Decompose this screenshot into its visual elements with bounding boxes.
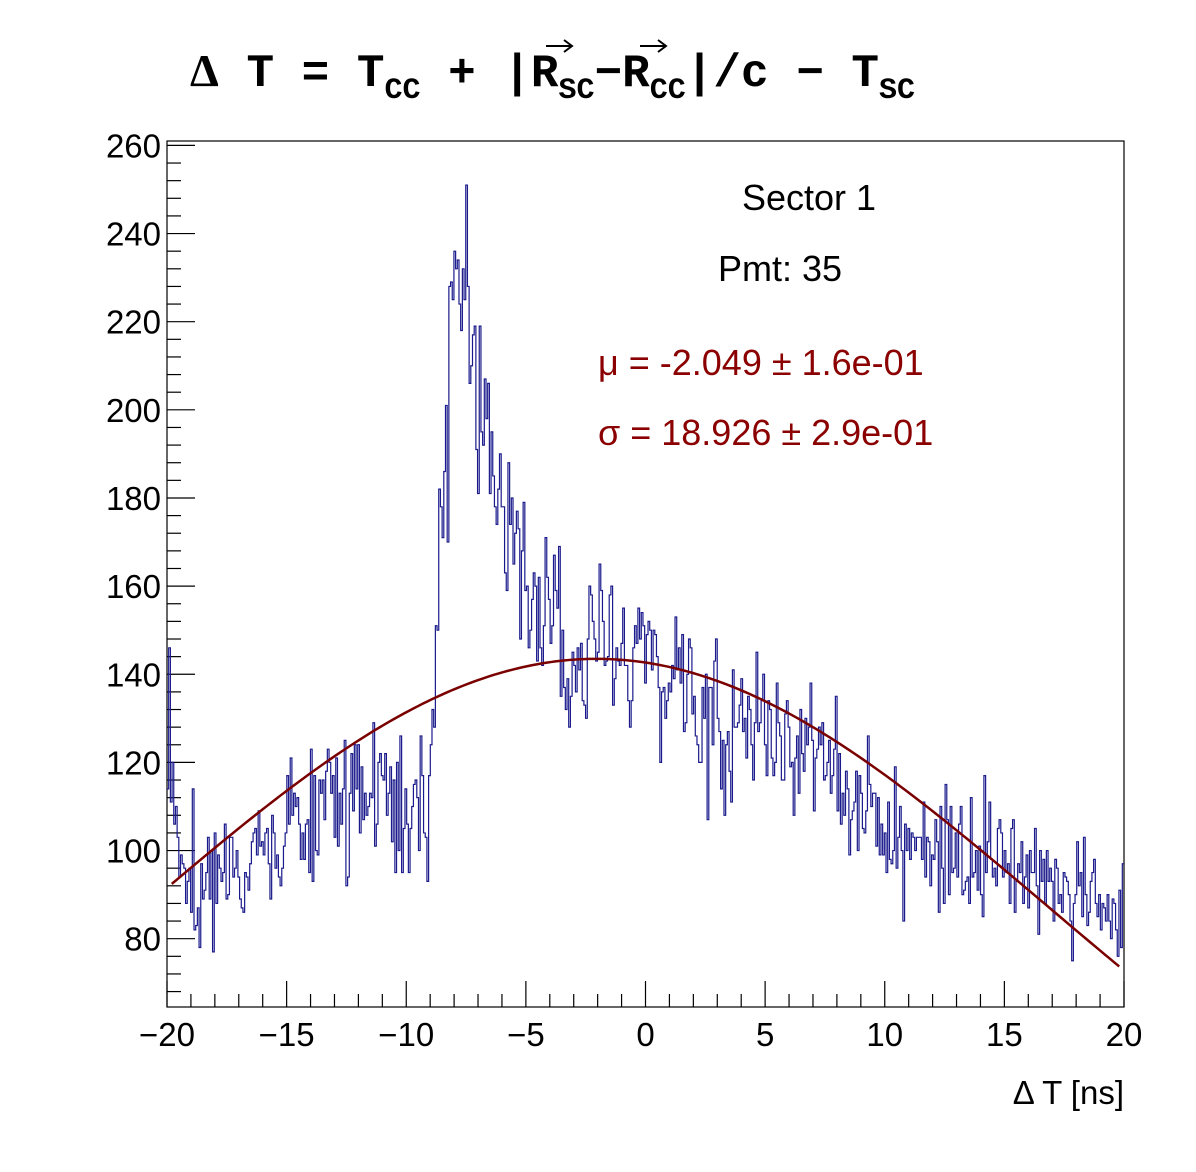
histogram-series — [167, 184, 1124, 962]
x-tick-label: 10 — [866, 1016, 903, 1053]
title-sub-sc-2: SC — [879, 74, 915, 108]
title-rest: |/c − T — [686, 48, 879, 100]
x-axis-title: Δ T [ns] — [1013, 1074, 1124, 1111]
title-t-eq-t: T = T — [219, 48, 385, 100]
y-tick-label: 100 — [106, 833, 161, 870]
x-axis-ticks — [166, 981, 1125, 1007]
title-plus: + | — [421, 48, 531, 100]
y-tick-label: 80 — [124, 921, 161, 958]
x-tick-label: 15 — [986, 1016, 1023, 1053]
sector-label: Sector 1 — [742, 177, 876, 218]
y-tick-label: 120 — [106, 744, 161, 781]
pmt-label: Pmt: 35 — [718, 248, 842, 289]
fit-mu-label: μ = -2.049 ± 1.6e-01 — [598, 342, 924, 383]
title-r-cc: R — [622, 48, 650, 100]
title-r-sc: R — [531, 48, 559, 100]
chart-title: Δ T = TCC + |RSC−RCC|/c − TSC — [190, 45, 915, 108]
x-tick-label: −20 — [139, 1016, 195, 1053]
title-delta: Δ — [190, 45, 219, 96]
y-tick-label: 220 — [106, 304, 161, 341]
title-sub-sc-1: SC — [559, 74, 595, 108]
fit-sigma-label: σ = 18.926 ± 2.9e-01 — [598, 412, 933, 453]
x-axis-tick-labels: −20 −15 −10 −5 0 5 10 15 20 — [139, 1016, 1142, 1053]
y-axis-tick-labels: 80 100 120 140 160 180 200 220 240 260 — [106, 127, 161, 957]
x-tick-label: −5 — [507, 1016, 545, 1053]
x-tick-label: 20 — [1106, 1016, 1143, 1053]
x-tick-label: −10 — [378, 1016, 434, 1053]
y-tick-label: 260 — [106, 127, 161, 164]
y-tick-label: 160 — [106, 568, 161, 605]
y-tick-label: 180 — [106, 480, 161, 517]
x-tick-label: 0 — [636, 1016, 654, 1053]
x-tick-label: −15 — [259, 1016, 315, 1053]
y-tick-label: 240 — [106, 216, 161, 253]
y-tick-label: 200 — [106, 392, 161, 429]
title-sub-cc-1: CC — [384, 74, 420, 108]
title-minus: − — [595, 48, 623, 100]
gaussian-fit-curve — [170, 657, 1121, 968]
vector-arrow-icon — [546, 39, 668, 53]
title-sub-cc-2: CC — [650, 74, 686, 108]
y-tick-label: 140 — [106, 656, 161, 693]
x-tick-label: 5 — [756, 1016, 774, 1053]
y-axis-ticks — [167, 144, 195, 993]
